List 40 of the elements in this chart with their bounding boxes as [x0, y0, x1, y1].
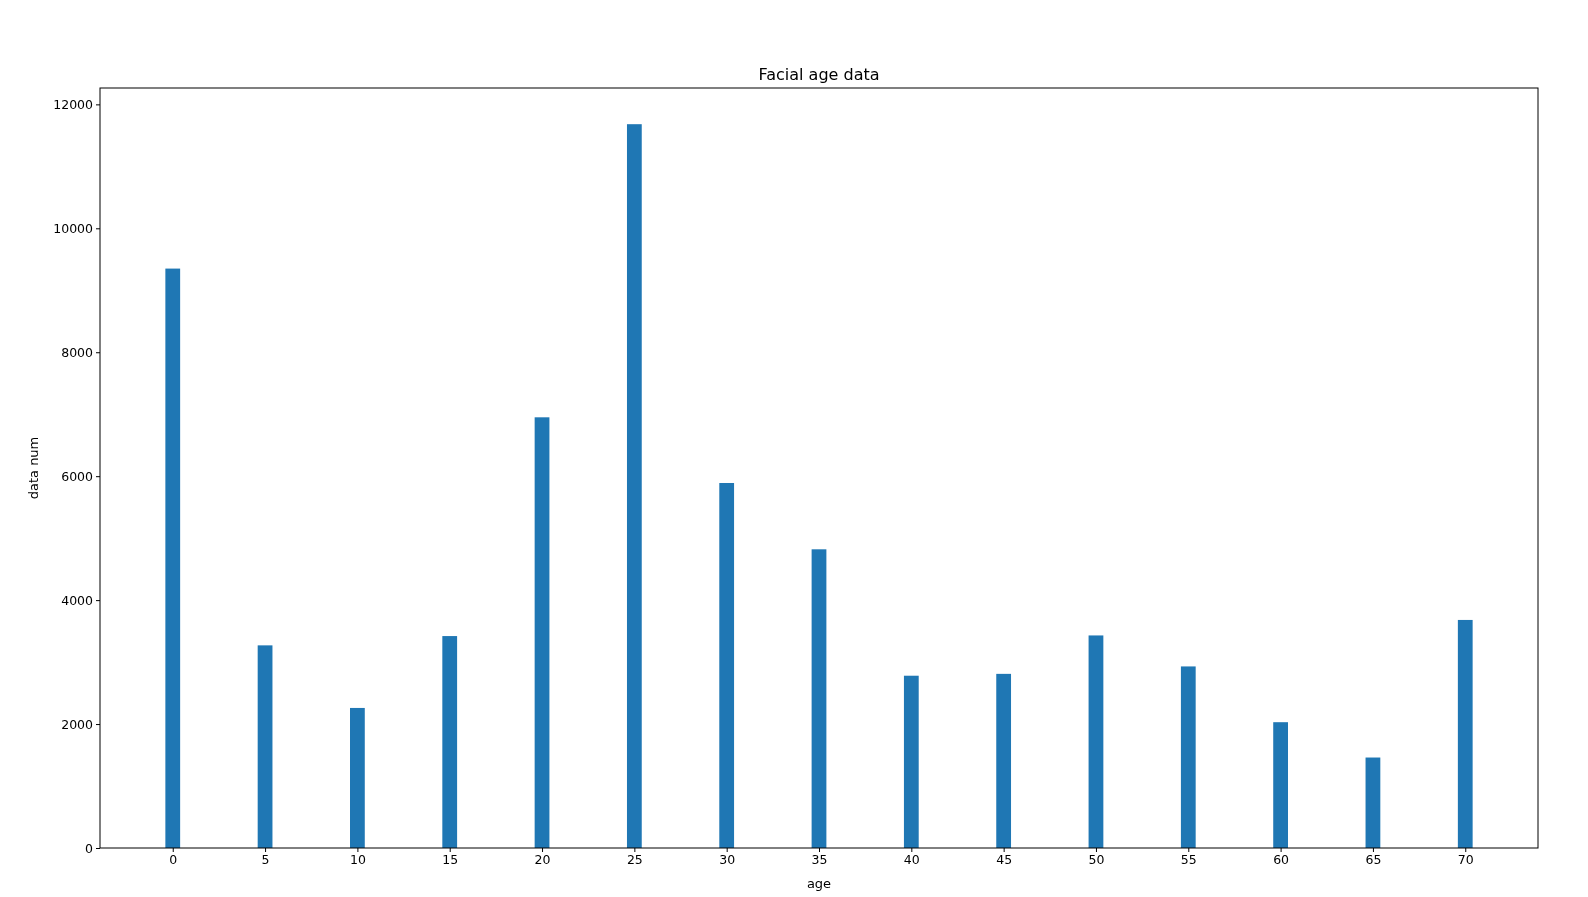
x-tick-label: 35	[811, 851, 828, 867]
bar	[1365, 757, 1381, 848]
bar	[1273, 722, 1288, 848]
bar	[257, 645, 273, 848]
x-tick-label: 55	[1180, 851, 1197, 867]
y-tick-label: 0	[85, 840, 94, 856]
x-tick-label: 5	[261, 851, 270, 867]
bar	[1180, 666, 1196, 848]
y-tick-label: 8000	[61, 344, 94, 360]
bar	[811, 549, 827, 848]
bar	[534, 417, 550, 848]
x-tick-label: 15	[442, 851, 459, 867]
x-tick-label: 50	[1088, 851, 1105, 867]
y-tick-label: 10000	[53, 220, 94, 236]
x-tick-label: 65	[1365, 851, 1382, 867]
bar	[626, 124, 642, 848]
bar	[903, 675, 919, 848]
bar	[165, 268, 181, 848]
y-tick-label: 6000	[61, 468, 94, 484]
bar	[996, 673, 1012, 848]
x-axis-title: age	[806, 876, 832, 891]
y-tick-label: 4000	[61, 592, 94, 608]
bar	[1088, 635, 1104, 848]
y-axis-title: data num	[26, 436, 41, 500]
x-tick-label: 70	[1457, 851, 1474, 867]
x-tick-label: 45	[996, 851, 1013, 867]
bar	[1457, 619, 1473, 848]
x-tick-label: 10	[349, 851, 366, 867]
x-tick-label: 20	[534, 851, 551, 867]
x-tick-label: 40	[903, 851, 920, 867]
y-tick-label: 2000	[61, 716, 94, 732]
bar	[719, 483, 735, 848]
bar	[442, 636, 458, 848]
x-tick-label: 30	[719, 851, 736, 867]
x-tick-label: 0	[169, 851, 178, 867]
x-tick-label: 25	[626, 851, 643, 867]
y-tick-label: 12000	[53, 96, 94, 112]
chart-title: Facial age data	[758, 65, 880, 84]
x-tick-label: 60	[1273, 851, 1290, 867]
bar	[350, 707, 365, 848]
